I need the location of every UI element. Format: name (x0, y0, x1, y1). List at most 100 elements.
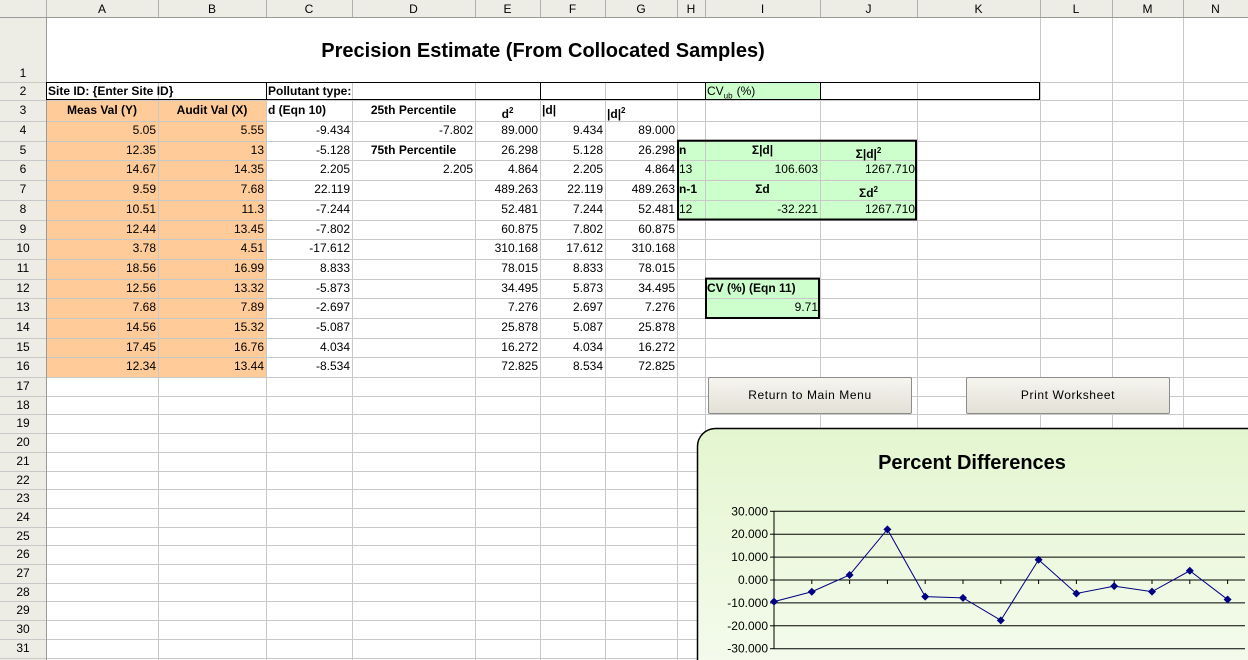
cell: 489.263 (631, 182, 675, 197)
row-header: 7 (19, 182, 27, 197)
cell: Audit Val (X) (176, 103, 248, 117)
row-header: 19 (16, 416, 30, 431)
cell-text-sup: 2 (621, 106, 626, 115)
row-header: 12 (16, 280, 30, 295)
header-bg (0, 0, 1248, 17)
column-header: D (409, 2, 418, 16)
cell: 25th Percentile (370, 103, 457, 117)
cell: -9.434 (315, 123, 350, 137)
row-header: 13 (16, 300, 30, 315)
data-point (807, 587, 816, 596)
y-tick-label: 20.000 (731, 527, 768, 541)
y-tick-label: -20.000 (727, 619, 768, 633)
column-header: M (1142, 2, 1153, 16)
column-header: C (304, 2, 314, 16)
cell: |d| (542, 103, 557, 117)
cell: 78.015 (638, 260, 675, 275)
cell: 60.875 (638, 221, 675, 236)
cell: 10.51 (125, 201, 156, 216)
cell: 1267.710 (864, 201, 915, 216)
row-header: 27 (16, 566, 30, 580)
cell: 7.802 (572, 221, 603, 236)
cell: 89.000 (501, 123, 538, 137)
row-header: 25 (16, 528, 30, 543)
row-header: 30 (16, 622, 30, 637)
column-header: H (686, 2, 696, 16)
row-header: 21 (16, 453, 30, 468)
cell: 34.495 (501, 280, 538, 295)
row-header: 24 (16, 509, 30, 524)
cell: 72.825 (638, 359, 675, 374)
row-header: 8 (19, 201, 27, 216)
data-point (921, 592, 930, 601)
cell-text-base: Σd (859, 186, 874, 201)
cell: 7.276 (644, 300, 675, 315)
cell: -5.128 (315, 142, 350, 157)
stats-border (677, 139, 917, 221)
data-point (1148, 587, 1156, 596)
chart-title: Percent Differences (878, 452, 1066, 474)
cell: 12 (679, 201, 693, 216)
cell: Meas Val (Y) (66, 103, 138, 117)
data-point (996, 616, 1005, 625)
row-header: 18 (16, 397, 30, 412)
cell: 14.67 (125, 162, 156, 177)
cell: 3.78 (132, 241, 156, 256)
cell: 13 (250, 142, 264, 157)
cell: CVub (%) (705, 82, 820, 105)
cell: 22.119 (314, 182, 350, 197)
data-point (1223, 595, 1232, 604)
data-point (959, 593, 967, 602)
cell: 11.3 (241, 201, 264, 216)
cell: d (Eqn 10) (268, 103, 327, 117)
cell: Σ|d| (751, 142, 774, 157)
sheet-title: Precision Estimate (From Collocated Samp… (321, 40, 765, 62)
cell: 2.697 (572, 300, 603, 315)
cell: CV (%) (Eqn 11) (707, 280, 796, 295)
row-header: 6 (19, 162, 27, 177)
column-header: F (568, 2, 577, 16)
cell: 5.05 (132, 123, 156, 137)
cell: 5.873 (572, 280, 603, 295)
data-point (1072, 589, 1081, 598)
button[interactable]: Return to Main Menu (708, 377, 912, 414)
row-header: 2 (19, 84, 27, 98)
cell: 2.205 (442, 162, 473, 177)
row-header: 3 (19, 103, 27, 117)
cell: 310.168 (631, 241, 675, 256)
cell: 52.481 (638, 201, 675, 216)
rowhead-bg (0, 0, 46, 660)
cell: 26.298 (501, 142, 538, 157)
cell: |d|2 (605, 100, 677, 125)
cell: 75th Percentile (370, 142, 457, 157)
data-point (1034, 555, 1043, 564)
cell: 25.878 (501, 320, 538, 334)
cell: -5.873 (315, 280, 350, 295)
column-header: G (636, 2, 646, 16)
row-header: 1 (19, 66, 27, 80)
column-header: J (865, 2, 872, 16)
cell: -5.087 (315, 320, 350, 334)
cell: 52.481 (501, 201, 538, 216)
cell: 7.276 (507, 300, 538, 315)
row-header: 28 (16, 584, 30, 599)
cell: 5.55 (240, 123, 264, 137)
cell: -32.221 (777, 201, 818, 216)
y-tick-label: -30.000 (727, 642, 768, 656)
cv-border (705, 277, 820, 320)
row-header: 11 (16, 260, 30, 275)
cell: 489.263 (494, 182, 538, 197)
input-fill (46, 100, 266, 377)
row-header: 4 (19, 123, 27, 137)
row-header: 5 (19, 142, 27, 157)
button[interactable]: Print Worksheet (966, 377, 1170, 414)
cell: 106.603 (774, 162, 818, 177)
cell-text-sub: ub (723, 91, 733, 101)
cell: 16.272 (638, 339, 675, 354)
row-header: 23 (16, 491, 30, 506)
cell: 14.56 (125, 320, 156, 334)
cell: 15.32 (233, 320, 264, 334)
cell: Σd (755, 182, 770, 197)
cell-text-base: CV (707, 84, 724, 98)
cell: 8.833 (572, 260, 603, 275)
